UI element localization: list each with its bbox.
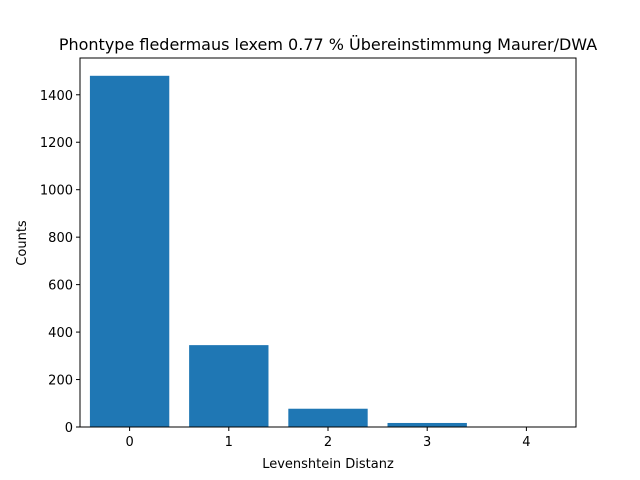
y-tick-label: 200	[48, 374, 73, 389]
chart-title: Phontype fledermaus lexem 0.77 % Überein…	[59, 35, 597, 54]
y-tick-label: 1000	[40, 184, 73, 199]
y-tick-label: 400	[48, 326, 73, 341]
y-axis-title: Counts	[15, 220, 30, 266]
x-tick-label: 3	[423, 435, 431, 450]
x-tick-label: 0	[125, 435, 133, 450]
x-axis-ticks: 0 1 2 3 4	[125, 427, 531, 450]
bar-2	[288, 408, 368, 427]
y-tick-label: 1200	[40, 136, 73, 151]
x-tick-label: 2	[324, 435, 332, 450]
y-tick-label: 0	[65, 421, 73, 436]
x-tick-label: 4	[522, 435, 530, 450]
bar-1	[189, 345, 269, 427]
y-tick-label: 600	[48, 279, 73, 294]
bars-group	[89, 75, 567, 427]
bar-3	[387, 422, 467, 427]
y-tick-label: 800	[48, 231, 73, 246]
plot-frame	[79, 57, 577, 428]
y-axis-ticks: 0 200 400 600 800 1000 1200 1400	[40, 89, 80, 436]
bar-0	[89, 75, 170, 427]
y-tick-label: 1400	[40, 89, 73, 104]
x-axis-title: Levenshtein Distanz	[262, 457, 394, 472]
x-tick-label: 1	[225, 435, 233, 450]
